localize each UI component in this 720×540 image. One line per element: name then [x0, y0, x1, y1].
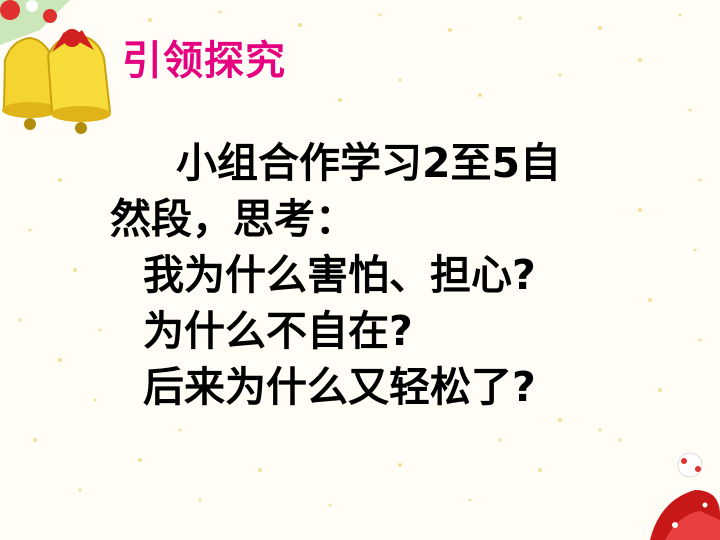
slide-body: 小组合作学习2至5自 然段，思考： 我为什么害怕、担心? 为什么不自在? 后来为… [110, 135, 670, 415]
christmas-bells-icon [0, 0, 112, 134]
question-3: 后来为什么又轻松了? [143, 363, 536, 411]
intro-line-1: 小组合作学习2至5自 [176, 139, 562, 187]
question-1: 我为什么害怕、担心? [143, 251, 536, 299]
christmas-ornament-icon [650, 452, 720, 540]
intro-line-2: 然段，思考： [110, 195, 356, 243]
question-2: 为什么不自在? [143, 307, 413, 355]
slide-title: 引领探究 [122, 38, 286, 84]
